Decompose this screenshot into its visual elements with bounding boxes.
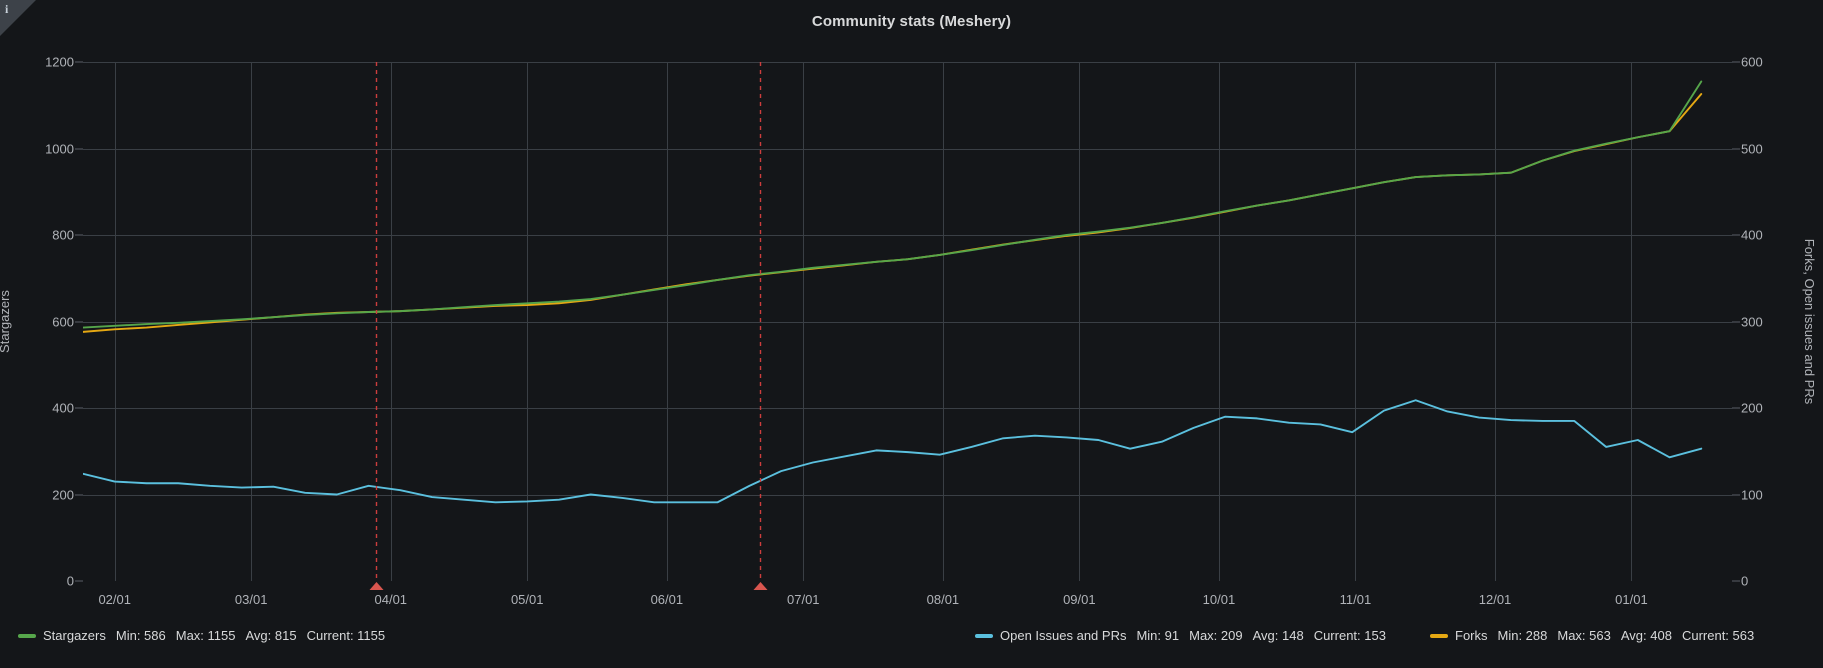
y-axis-right-tickmark-400: [1732, 234, 1740, 236]
legend-max-forks: Max: 563: [1557, 628, 1611, 643]
y-axis-left-tickmark-200: [75, 494, 83, 495]
annotation-marker-2[interactable]: [753, 582, 768, 590]
y-axis-left-tickmark-600: [75, 321, 83, 322]
y-axis-right-tick-400: 400: [1741, 227, 1763, 243]
x-axis-tick-02-01: 02/01: [98, 592, 131, 607]
page-title: Community stats (Meshery): [811, 13, 1012, 30]
y-axis-left-tick-0: 0: [66, 573, 74, 589]
legend-current-open-issues-and-prs: Current: 153: [1313, 628, 1386, 643]
y-axis-right-tick-0: 0: [1741, 573, 1749, 589]
legend-current-forks: Current: 563: [1681, 628, 1755, 643]
legend-min-stargazers: Min: 586: [115, 628, 166, 643]
legend-current-stargazers: Current: 1155: [306, 628, 386, 643]
y-axis-left-tickmark-400: [75, 407, 83, 409]
y-axis-right-tickmark-500: [1732, 148, 1740, 149]
legend-color-swatch-stargazers: [18, 633, 36, 638]
x-axis-tick-05-01: 05/01: [510, 592, 544, 607]
y-axis-right-tick-500: 500: [1741, 141, 1763, 156]
legend: Stargazers Min: 586 Max: 1155 Avg: 815 C…: [0, 628, 1823, 658]
legend-max-open-issues-and-prs: Max: 209: [1189, 628, 1243, 643]
legend-avg-stargazers: Avg: 815: [245, 628, 297, 643]
y-axis-right-title-text: Forks, Open issues and PRs: [1802, 238, 1818, 405]
legend-item-stargazers[interactable]: Stargazers Min: 586 Max: 1155 Avg: 815 C…: [18, 628, 388, 643]
x-axis-tick-07-01: 07/01: [787, 592, 820, 607]
x-axis-tick-08-01: 08/01: [926, 592, 960, 607]
x-axis-tick-09-01: 09/01: [1063, 592, 1096, 607]
y-axis-left-tick-400: 400: [52, 400, 74, 416]
y-axis-right-tick-300: 300: [1741, 314, 1763, 329]
x-axis-tick-01-01: 01/01: [1615, 592, 1648, 607]
x-axis: 02/01 03/01 04/01 05/01 06/01 07/01 08/01 09/01…: [83, 592, 1733, 616]
y-axis-right-tickmark-0: [1732, 580, 1740, 582]
x-axis-tick-11-01: 11/01: [1339, 592, 1372, 607]
annotation-marker-1[interactable]: [369, 582, 384, 590]
y-axis-right-tickmark-200: [1732, 407, 1740, 409]
plot-area[interactable]: [83, 62, 1733, 590]
legend-series-name-stargazers: Stargazers: [43, 628, 106, 643]
legend-avg-open-issues-and-prs: Avg: 148: [1252, 628, 1304, 643]
x-axis-tick-12-01: 12/01: [1478, 592, 1512, 607]
x-axis-tick-03-01: 03/01: [234, 592, 268, 607]
y-axis-right-tick-100: 100: [1741, 487, 1763, 502]
corner-triangle: [0, 0, 36, 36]
y-axis-left-tickmark-1200: [75, 61, 83, 63]
legend-series-name-open-issues-and-prs: Open Issues and PRs: [1000, 628, 1127, 643]
y-axis-right-tick-600: 600: [1741, 54, 1763, 70]
y-axis-right-title: Forks, Open issues and PRs: [1800, 62, 1820, 581]
y-axis-right-tickmark-100: [1732, 494, 1740, 495]
y-axis-left-tick-200: 200: [52, 487, 74, 502]
y-axis-left-tick-800: 800: [52, 227, 74, 243]
legend-min-forks: Min: 288: [1497, 628, 1548, 643]
y-axis-left-tickmark-800: [75, 234, 83, 236]
series-line-open-issues-and-prs: [83, 399, 1703, 504]
y-axis-left-tickmark-1000: [75, 148, 83, 149]
y-axis-right-tick-200: 200: [1741, 400, 1763, 416]
legend-avg-forks: Avg: 408: [1620, 628, 1672, 643]
grid-lines: [83, 62, 1733, 581]
y-axis-left-tick-1200: 1200: [45, 54, 74, 70]
y-axis-right: 0 100 200 300 400 500 600: [1732, 55, 1801, 589]
x-axis-tick-06-01: 06/01: [650, 592, 684, 607]
series-lines: [83, 80, 1703, 504]
y-axis-left-tick-600: 600: [52, 314, 74, 329]
y-axis-left-tick-1000: 1000: [45, 141, 74, 156]
legend-color-swatch-open-issues-and-prs: [975, 633, 993, 638]
series-line-stargazers: [83, 80, 1703, 329]
legend-series-name-forks: Forks: [1455, 628, 1488, 643]
legend-max-stargazers: Max: 1155: [175, 628, 236, 643]
panel-info-corner[interactable]: i: [0, 0, 36, 36]
legend-min-open-issues-and-prs: Min: 91: [1136, 628, 1180, 643]
info-icon: i: [5, 2, 9, 16]
annotation-layer[interactable]: [83, 62, 1733, 596]
legend-item-open-issues-and-prs[interactable]: Open Issues and PRs Min: 91 Max: 209 Avg…: [975, 628, 1389, 643]
y-axis-right-tickmark-600: [1732, 61, 1740, 63]
y-axis-left-tickmark-0: [75, 580, 83, 582]
y-axis-left: 0 200 400 600 800 1000 1200: [0, 55, 83, 589]
legend-color-swatch-forks: [1430, 633, 1448, 638]
y-axis-right-tickmark-300: [1732, 321, 1740, 322]
legend-item-forks[interactable]: Forks Min: 288 Max: 563 Avg: 408 Current…: [1430, 628, 1757, 643]
x-axis-tick-10-01: 10/01: [1202, 592, 1236, 607]
x-axis-tick-04-01: 04/01: [374, 592, 408, 607]
